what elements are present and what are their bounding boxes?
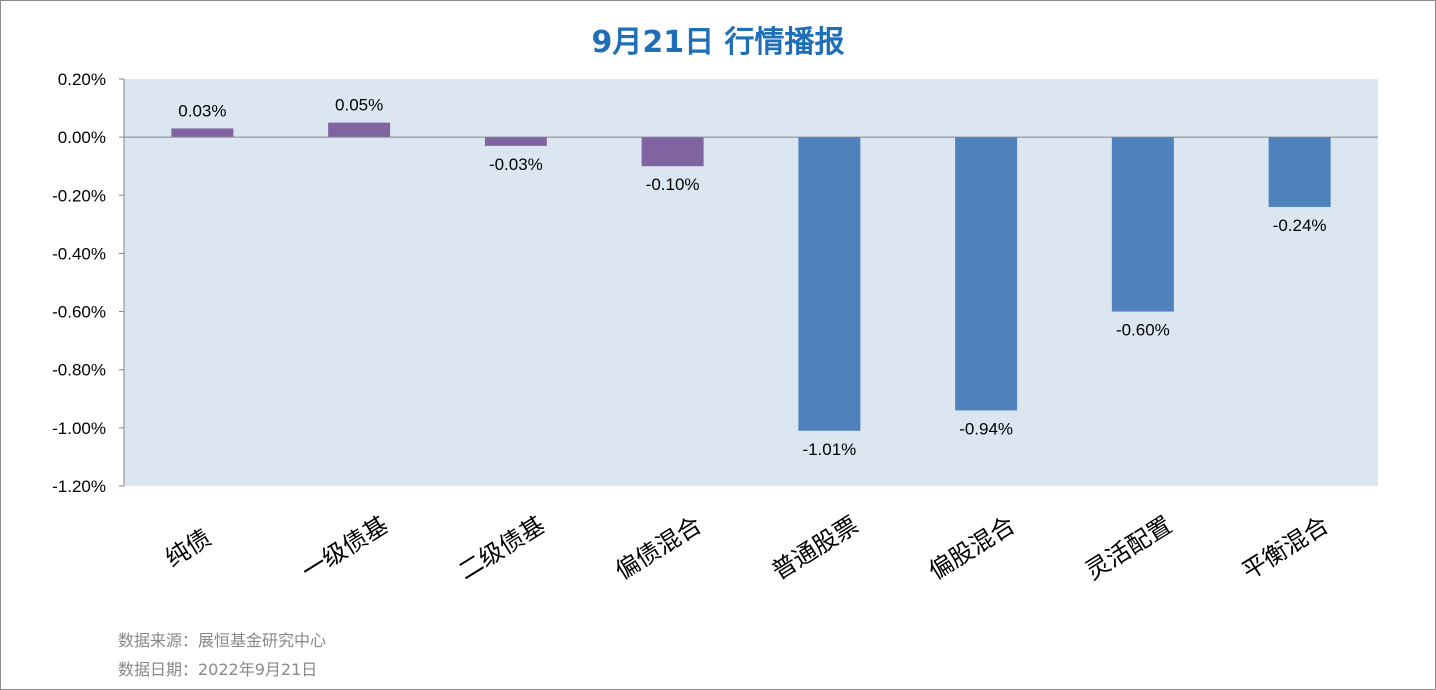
x-category-label: 偏股混合 [924,511,1020,586]
data-label: -0.03% [489,155,543,174]
footer-date: 数据日期：2022年9月21日 [118,660,317,679]
bar [1268,137,1331,207]
x-category-label: 平衡混合 [1237,511,1333,586]
y-tick-label: -0.60% [52,303,106,322]
y-tick-label: -0.40% [52,244,106,263]
x-category-label: 二级债基 [454,511,550,586]
bar [171,128,234,138]
bar [328,122,391,138]
data-label: 0.05% [335,96,383,115]
y-tick-label: -1.00% [52,419,106,438]
plot-area [124,79,1378,486]
data-label: -1.01% [802,440,856,459]
bar [484,137,547,146]
x-category-label: 偏债混合 [610,511,706,586]
x-category-label: 纯债 [160,524,216,573]
data-label: -0.60% [1116,321,1170,340]
bar [1111,137,1174,312]
data-label: -0.94% [959,419,1013,438]
y-tick-label: 0.00% [58,128,106,147]
x-category-label: 普通股票 [767,511,863,586]
x-category-label: 一级债基 [297,511,393,586]
data-label: -0.10% [646,175,700,194]
footer-source: 数据来源：展恒基金研究中心 [118,631,326,650]
bar [641,137,704,167]
data-label: -0.24% [1273,216,1327,235]
y-tick-label: 0.20% [58,70,106,89]
y-tick-label: -1.20% [52,477,106,496]
x-category-label: 灵活配置 [1081,511,1177,586]
y-tick-label: -0.20% [52,186,106,205]
data-label: 0.03% [178,101,226,120]
bar [955,137,1018,411]
chart-title: 9月21日 行情播报 [591,25,844,60]
bar [798,137,861,431]
y-tick-label: -0.80% [52,361,106,380]
